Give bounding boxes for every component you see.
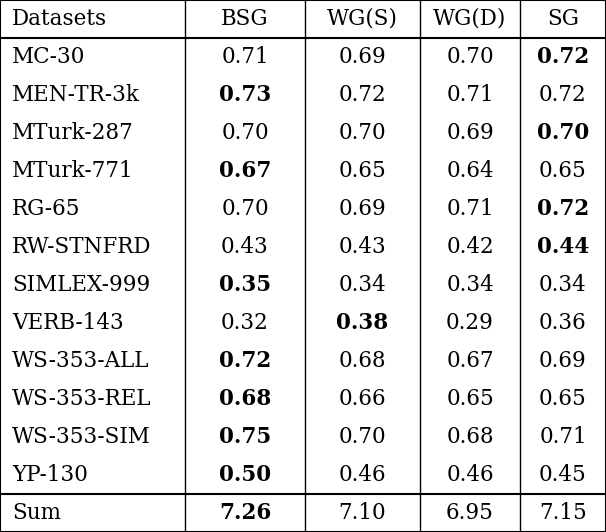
Text: 0.34: 0.34	[339, 274, 387, 296]
Text: 0.72: 0.72	[339, 84, 387, 106]
Text: MC-30: MC-30	[12, 46, 85, 68]
Text: 0.65: 0.65	[446, 388, 494, 410]
Text: 0.69: 0.69	[446, 122, 494, 144]
Text: SIMLEX-999: SIMLEX-999	[12, 274, 150, 296]
Text: 0.65: 0.65	[339, 160, 387, 182]
Text: MEN-TR-3k: MEN-TR-3k	[12, 84, 140, 106]
Text: 0.68: 0.68	[446, 426, 494, 448]
Text: 0.34: 0.34	[446, 274, 494, 296]
Text: 0.46: 0.46	[339, 464, 386, 486]
Text: 0.70: 0.70	[221, 122, 269, 144]
Text: Sum: Sum	[12, 502, 61, 524]
Text: 0.42: 0.42	[446, 236, 494, 258]
Text: 0.36: 0.36	[539, 312, 587, 334]
Text: 0.72: 0.72	[539, 84, 587, 106]
Text: 0.72: 0.72	[219, 350, 271, 372]
Text: 0.71: 0.71	[446, 84, 494, 106]
Text: 0.43: 0.43	[221, 236, 269, 258]
Text: 0.68: 0.68	[339, 350, 386, 372]
Text: 0.45: 0.45	[539, 464, 587, 486]
Text: 0.71: 0.71	[446, 198, 494, 220]
Text: 0.67: 0.67	[446, 350, 494, 372]
Text: RW-STNFRD: RW-STNFRD	[12, 236, 152, 258]
Text: 0.46: 0.46	[446, 464, 494, 486]
Text: 0.75: 0.75	[219, 426, 271, 448]
Text: WS-353-REL: WS-353-REL	[12, 388, 152, 410]
Text: 0.67: 0.67	[219, 160, 271, 182]
Text: 0.69: 0.69	[539, 350, 587, 372]
Text: 0.50: 0.50	[219, 464, 271, 486]
Text: MTurk-771: MTurk-771	[12, 160, 134, 182]
Text: 0.35: 0.35	[219, 274, 271, 296]
Text: 0.29: 0.29	[446, 312, 494, 334]
Text: YP-130: YP-130	[12, 464, 88, 486]
Text: 0.43: 0.43	[339, 236, 387, 258]
Text: 0.72: 0.72	[537, 46, 589, 68]
Text: 0.65: 0.65	[539, 388, 587, 410]
Text: VERB-143: VERB-143	[12, 312, 124, 334]
Text: 0.70: 0.70	[446, 46, 494, 68]
Text: 0.66: 0.66	[339, 388, 386, 410]
Text: 0.38: 0.38	[336, 312, 388, 334]
Text: 0.70: 0.70	[221, 198, 269, 220]
Text: BSG: BSG	[221, 8, 269, 30]
Text: 0.72: 0.72	[537, 198, 589, 220]
Text: 0.65: 0.65	[539, 160, 587, 182]
Text: WS-353-SIM: WS-353-SIM	[12, 426, 151, 448]
Text: 0.32: 0.32	[221, 312, 269, 334]
Text: 0.44: 0.44	[537, 236, 589, 258]
Text: 0.70: 0.70	[339, 122, 386, 144]
Text: 0.69: 0.69	[339, 198, 387, 220]
Text: 0.70: 0.70	[339, 426, 386, 448]
Text: 7.26: 7.26	[219, 502, 271, 524]
Text: 0.69: 0.69	[339, 46, 387, 68]
Text: 7.15: 7.15	[539, 502, 587, 524]
Text: SG: SG	[547, 8, 579, 30]
Text: 0.73: 0.73	[219, 84, 271, 106]
Text: WG(D): WG(D)	[433, 8, 507, 30]
Text: WG(S): WG(S)	[327, 8, 398, 30]
Text: 0.34: 0.34	[539, 274, 587, 296]
Text: 7.10: 7.10	[339, 502, 386, 524]
Text: 0.68: 0.68	[219, 388, 271, 410]
Text: RG-65: RG-65	[12, 198, 81, 220]
Text: 6.95: 6.95	[446, 502, 494, 524]
Text: Datasets: Datasets	[12, 8, 107, 30]
Text: WS-353-ALL: WS-353-ALL	[12, 350, 149, 372]
Text: 0.64: 0.64	[446, 160, 494, 182]
Text: 0.71: 0.71	[221, 46, 269, 68]
Text: 0.71: 0.71	[539, 426, 587, 448]
Text: MTurk-287: MTurk-287	[12, 122, 134, 144]
Text: 0.70: 0.70	[537, 122, 589, 144]
